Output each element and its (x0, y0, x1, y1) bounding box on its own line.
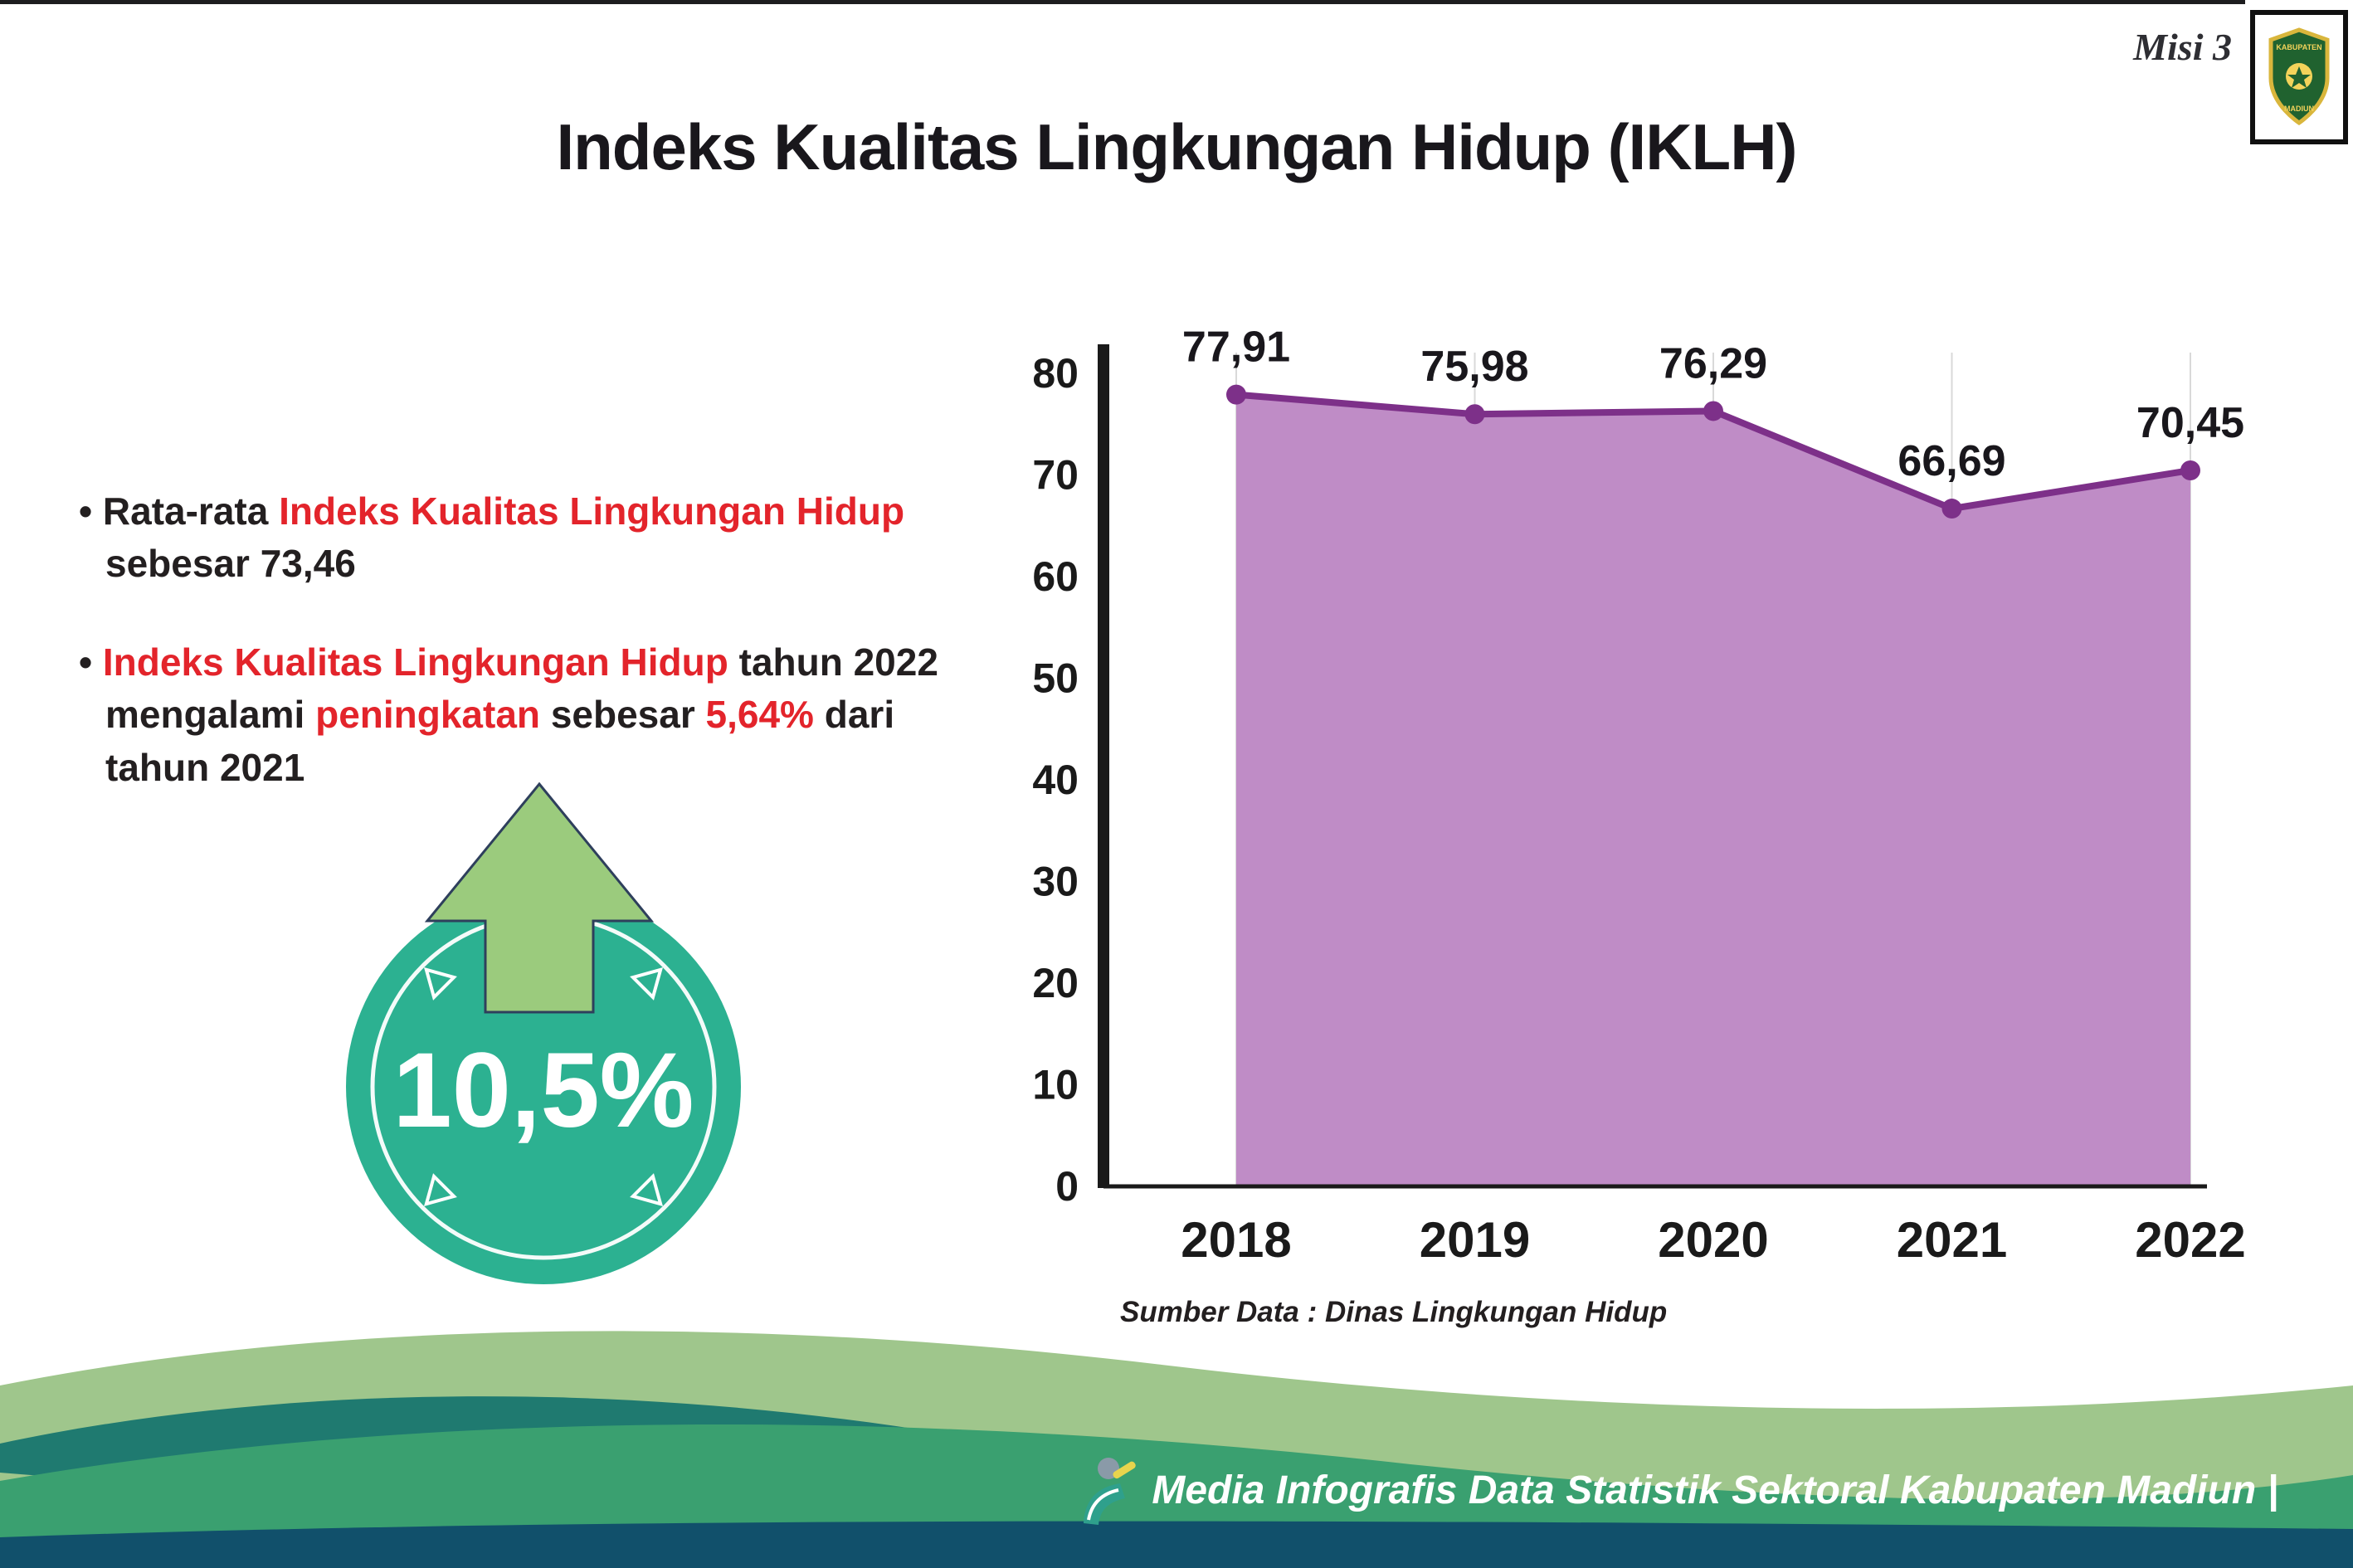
value-label: 70,45 (2136, 399, 2244, 447)
x-tick-label: 2020 (1658, 1212, 1768, 1268)
data-point (1226, 384, 1246, 405)
y-tick-label: 70 (1032, 452, 1079, 499)
value-label: 75,98 (1420, 343, 1528, 391)
footer-credit: Media Infografis Data Statistik Sektoral… (1075, 1454, 2278, 1527)
key-points: • Rata-rata Indeks Kualitas Lingkungan H… (79, 485, 983, 840)
x-tick-label: 2022 (2135, 1212, 2245, 1268)
data-point (1941, 499, 1962, 519)
kabupaten-madiun-logo: KABUPATEN MADIUN (2250, 10, 2348, 144)
misi-label: Misi 3 (2133, 26, 2232, 68)
logo-text-bottom: MADIUN (2284, 105, 2314, 113)
y-tick-label: 40 (1032, 757, 1079, 803)
y-tick-label: 0 (1055, 1163, 1079, 1210)
increase-percentage: 10,5% (393, 1031, 694, 1150)
bullet-text-highlight: 5,64% (705, 693, 814, 737)
data-point (1703, 401, 1723, 421)
y-tick-label: 50 (1032, 655, 1079, 702)
tick-triangle-icon (423, 1173, 457, 1207)
logo-text-top: KABUPATEN (2276, 43, 2321, 51)
arrow-up-icon (424, 782, 655, 1014)
bullet-text: sebesar 73,46 (105, 542, 356, 586)
data-point (1464, 404, 1485, 425)
tick-triangle-icon (630, 1173, 664, 1207)
tick-triangle-icon (423, 967, 457, 1001)
tick-triangle-icon (630, 967, 664, 1001)
value-label: 77,91 (1182, 324, 1290, 372)
y-tick-label: 20 (1032, 960, 1079, 1006)
bullet-increase-2022: • Indeks Kualitas Lingkungan Hidup tahun… (79, 636, 983, 794)
page-title: Indeks Kualitas Lingkungan Hidup (IKLH) (556, 110, 1797, 183)
x-tick-label: 2021 (1897, 1212, 2007, 1268)
y-tick-label: 10 (1032, 1062, 1079, 1108)
y-tick-label: 30 (1032, 859, 1079, 905)
data-point (2180, 460, 2200, 480)
wave-bottom (0, 1521, 2353, 1568)
bullet-average-iklh: • Rata-rata Indeks Kualitas Lingkungan H… (79, 485, 983, 591)
x-tick-label: 2018 (1181, 1212, 1291, 1268)
header-rule (0, 0, 2245, 4)
y-tick-label: 80 (1032, 350, 1079, 397)
bullet-marker: • (79, 640, 93, 684)
bullet-text-highlight: Indeks Kualitas Lingkungan Hidup (102, 640, 728, 684)
value-label: 76,29 (1659, 339, 1767, 387)
y-tick-label: 60 (1032, 553, 1079, 600)
bullet-text-highlight: peningkatan (315, 693, 541, 737)
footer-waves (0, 1331, 2353, 1568)
shield-emblem-icon: KABUPATEN MADIUN (2268, 27, 2330, 125)
bullet-text: Rata-rata (102, 489, 280, 533)
bullet-text-highlight: Indeks Kualitas Lingkungan Hidup (279, 489, 905, 533)
x-tick-label: 2019 (1420, 1212, 1530, 1268)
bullet-text: dari tahun 2021 (105, 693, 895, 789)
area-series (1236, 394, 2190, 1186)
value-label: 66,69 (1898, 437, 2005, 485)
bullet-text: tahun 2022 mengalami (105, 640, 938, 737)
bullet-text: sebesar (550, 693, 706, 737)
mascot-icon (1084, 1458, 1137, 1525)
footer-text: Media Infografis Data Statistik Sektoral… (1152, 1468, 2278, 1512)
data-source: Sumber Data : Dinas Lingkungan Hidup (1120, 1296, 1668, 1328)
iklh-area-chart: 0 10 20 30 40 50 60 70 80 2018 2019 2020 2021 2022 77,… (1032, 324, 2245, 1268)
bullet-marker: • (79, 489, 93, 533)
increase-badge: 10,5% (346, 782, 741, 1284)
